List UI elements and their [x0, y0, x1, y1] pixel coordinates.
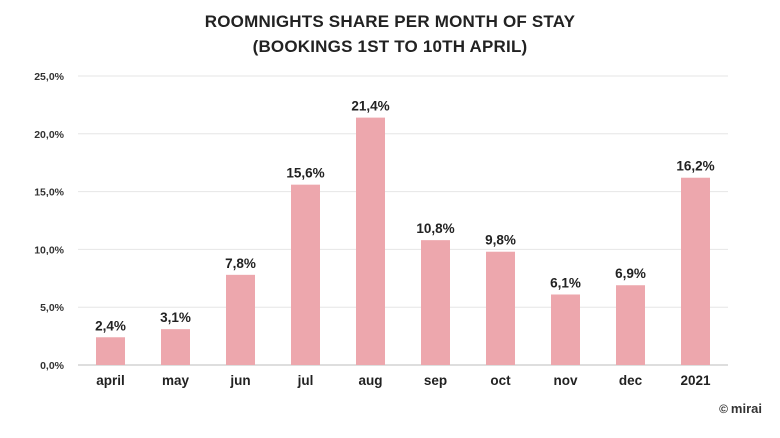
data-label-2021: 16,2% — [676, 159, 714, 174]
category-label-aug: aug — [358, 373, 382, 388]
bar-aug — [356, 117, 385, 365]
data-label-dec: 6,9% — [615, 266, 646, 281]
copyright-symbol: © — [719, 402, 728, 416]
x-axis-category-labels: april may jun jul aug sep oct nov dec 2021 — [96, 373, 711, 388]
data-labels: 2,4% 3,1% 7,8% 15,6% 21,4% 10,8% 9,8% 6,1% 6,9% 1… — [95, 99, 715, 334]
brand-logo-text: mirai — [730, 401, 762, 416]
y-axis-tick-labels: 0,0% 5,0% 10,0% 15,0% 20,0% 25,0% — [34, 71, 64, 372]
category-label-jun: jun — [229, 373, 250, 388]
chart-title-line-2: (BOOKINGS 1ST TO 10TH APRIL) — [252, 37, 528, 56]
data-label-nov: 6,1% — [550, 275, 581, 290]
y-tick-label: 0,0% — [40, 360, 65, 372]
data-label-sep: 10,8% — [416, 221, 454, 236]
category-label-oct: oct — [490, 373, 511, 388]
bar-nov — [551, 294, 580, 365]
category-label-sep: sep — [424, 373, 447, 388]
category-label-dec: dec — [619, 373, 643, 388]
bar-may — [161, 329, 190, 365]
y-tick-label: 15,0% — [34, 187, 64, 199]
bars — [96, 117, 710, 365]
chart-title-line-1: ROOMNIGHTS SHARE PER MONTH OF STAY — [204, 12, 576, 31]
category-label-nov: nov — [553, 373, 577, 388]
bar-jun — [226, 274, 255, 365]
bar-sep — [421, 240, 450, 365]
bar-jul — [291, 184, 320, 365]
bar-april — [96, 337, 125, 365]
bar-2021 — [681, 177, 710, 365]
category-label-may: may — [162, 373, 190, 388]
data-label-jun: 7,8% — [225, 256, 256, 271]
copyright-credit: © mirai — [719, 401, 762, 416]
category-label-jul: jul — [297, 373, 314, 388]
category-label-2021: 2021 — [680, 373, 711, 388]
data-label-oct: 9,8% — [485, 233, 516, 248]
y-tick-label: 25,0% — [34, 71, 64, 83]
y-tick-label: 20,0% — [34, 129, 64, 141]
y-tick-label: 10,0% — [34, 244, 64, 256]
bar-dec — [616, 285, 645, 365]
data-label-april: 2,4% — [95, 318, 126, 333]
data-label-aug: 21,4% — [351, 99, 389, 114]
category-label-april: april — [96, 373, 125, 388]
bar-oct — [486, 251, 515, 365]
data-label-may: 3,1% — [160, 310, 191, 325]
y-tick-label: 5,0% — [40, 302, 65, 314]
data-label-jul: 15,6% — [286, 166, 324, 181]
